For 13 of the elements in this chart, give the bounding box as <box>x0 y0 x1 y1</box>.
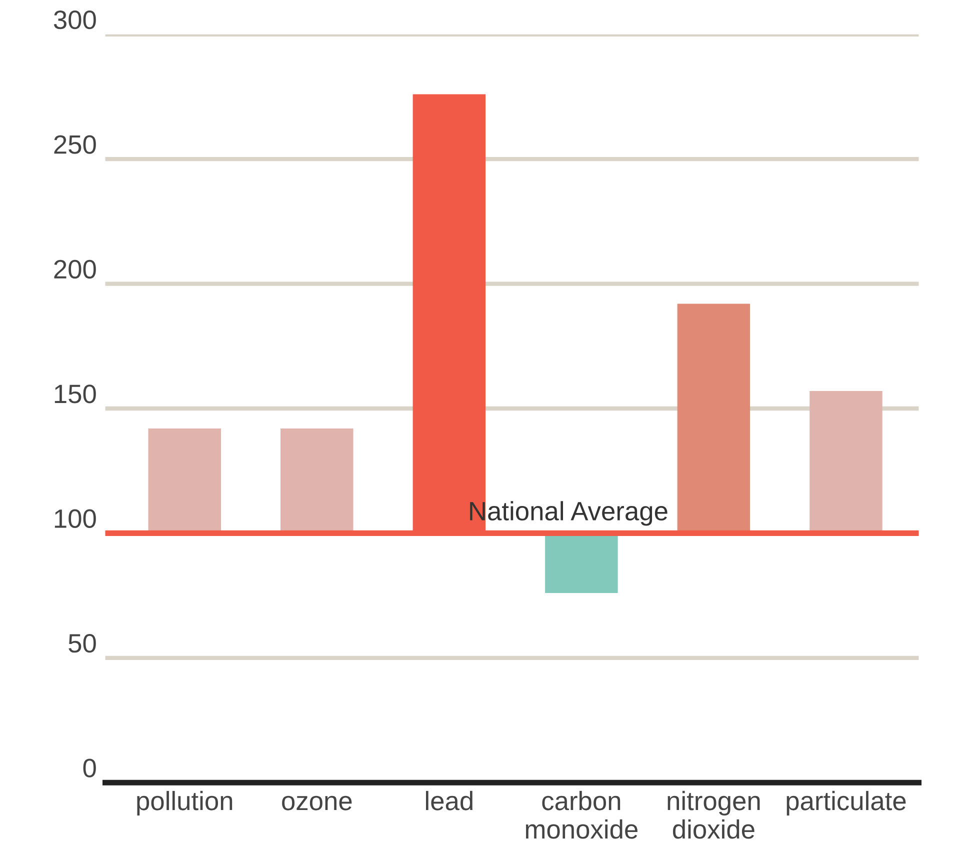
y-tick-label: 250 <box>54 135 96 154</box>
x-tick-label: carbon monoxide <box>526 790 638 839</box>
y-tick-label: 150 <box>54 384 96 404</box>
y-tick-label: 300 <box>54 10 96 30</box>
y-tick-label: 50 <box>68 634 96 653</box>
y-tick-label: 200 <box>54 260 96 279</box>
y-tick-label: 100 <box>54 509 96 528</box>
y-tick-label: 0 <box>83 758 96 778</box>
x-tick-label: lead <box>426 790 472 810</box>
x-tick-label: nitrogen dioxide <box>668 790 760 839</box>
x-tick-label: pollution <box>137 790 232 816</box>
x-tick-label: particulate <box>786 790 906 816</box>
x-tick-label: ozone <box>282 796 352 810</box>
